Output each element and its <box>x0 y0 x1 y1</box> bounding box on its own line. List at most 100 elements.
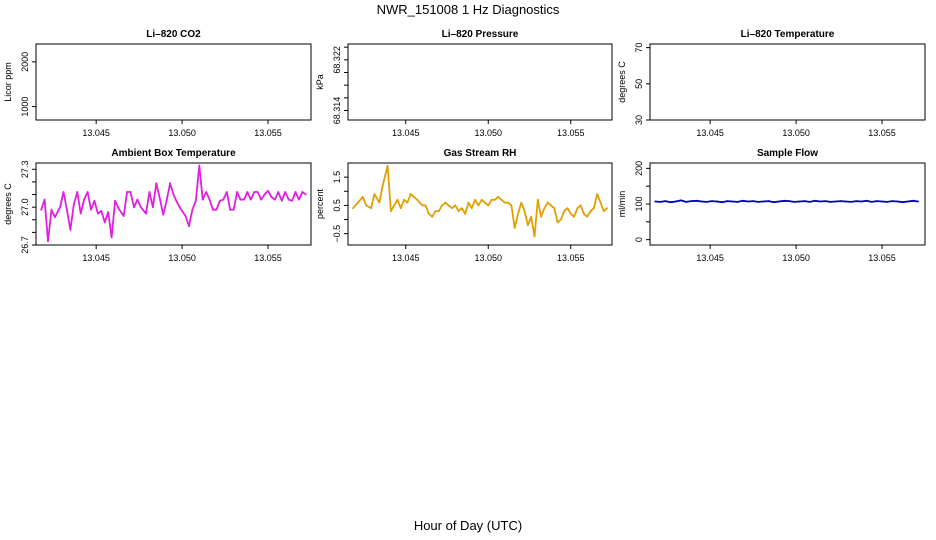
plot-frame <box>649 43 926 121</box>
y-tick-label: 70 <box>634 43 644 53</box>
x-tick-label: 13.045 <box>696 253 724 263</box>
data-point <box>517 213 519 215</box>
data-point <box>428 213 430 215</box>
data-point <box>110 236 113 239</box>
data-point <box>136 198 139 201</box>
data-point <box>362 196 364 198</box>
data-point <box>599 201 602 204</box>
data-point <box>294 191 297 193</box>
data-point <box>219 199 221 202</box>
data-point <box>803 200 806 203</box>
data-point <box>798 200 801 203</box>
data-point <box>705 201 708 203</box>
data-point <box>788 200 791 203</box>
data-point <box>194 199 197 202</box>
data-point <box>212 208 214 211</box>
data-point <box>659 201 662 203</box>
data-point <box>783 199 785 202</box>
y-tick-label: −0.5 <box>332 225 342 243</box>
data-point <box>365 204 368 207</box>
data-point <box>845 200 847 203</box>
data-point <box>700 200 703 203</box>
data-point <box>373 193 376 196</box>
plot-title: Li–820 CO2 <box>146 29 201 40</box>
y-tick-label: 2000 <box>20 52 30 72</box>
y-tick-label: 68.322 <box>332 46 342 74</box>
data-point <box>593 207 595 210</box>
data-point <box>399 207 402 210</box>
data-point <box>263 193 266 196</box>
data-point <box>260 198 263 201</box>
data-point <box>225 191 228 193</box>
plot-title: Ambient Box Temperature <box>111 148 236 159</box>
x-tick-label: 13.055 <box>254 253 282 263</box>
data-point <box>589 210 592 213</box>
data-point <box>829 201 832 203</box>
series-line <box>655 199 919 204</box>
data-point <box>513 227 516 229</box>
data-point <box>396 198 399 201</box>
data-point <box>409 193 412 196</box>
data-point <box>550 204 552 207</box>
data-point <box>726 200 729 203</box>
data-point <box>444 201 447 204</box>
data-point <box>267 189 269 192</box>
data-point <box>461 207 463 210</box>
data-point <box>741 199 744 202</box>
data-point <box>406 201 409 204</box>
data-point <box>669 201 672 204</box>
data-point <box>304 193 307 196</box>
data-point <box>808 201 811 203</box>
data-point <box>664 200 667 203</box>
data-point <box>457 210 460 213</box>
data-point <box>54 216 56 219</box>
data-point <box>424 204 427 207</box>
data-point <box>114 199 116 202</box>
data-point <box>602 210 605 213</box>
data-point <box>474 198 476 201</box>
data-point <box>680 199 682 202</box>
data-point <box>176 201 178 204</box>
data-point <box>566 207 569 210</box>
data-point <box>215 208 218 211</box>
data-point <box>205 191 208 193</box>
y-axis-label: Licor ppm <box>3 62 13 102</box>
y-tick-label: 50 <box>634 79 644 89</box>
x-tick-label: 13.050 <box>474 128 502 138</box>
data-point <box>503 201 506 204</box>
data-point <box>298 198 300 201</box>
y-tick-label: 27.3 <box>20 161 30 179</box>
data-point <box>464 213 467 215</box>
data-point <box>431 215 434 218</box>
y-axis-label: ml/min <box>617 191 627 218</box>
data-point <box>523 210 526 213</box>
data-point <box>152 206 154 209</box>
data-point <box>246 191 249 193</box>
data-point <box>284 191 287 193</box>
x-tick-label: 13.050 <box>782 253 810 263</box>
data-point <box>179 207 182 210</box>
x-tick-label: 13.055 <box>557 253 585 263</box>
data-point <box>896 200 899 203</box>
plot-panel-1: Li–820 Pressure 13.045 13.050 13.055 68.314 6… <box>315 29 613 138</box>
data-point <box>906 200 909 203</box>
data-point <box>229 208 232 211</box>
data-point <box>148 191 151 193</box>
data-point <box>569 213 572 215</box>
data-point <box>386 164 389 167</box>
data-point <box>536 198 539 201</box>
data-point <box>772 201 775 204</box>
y-tick-label: 30 <box>634 115 644 125</box>
data-point <box>716 200 718 203</box>
plot-panel-2: Li–820 Temperature 13.045 13.050 13.055 30 50… <box>617 29 926 138</box>
data-point <box>421 204 424 207</box>
data-point <box>287 198 290 201</box>
y-tick-label: 200 <box>634 161 644 176</box>
data-point <box>886 201 889 203</box>
data-point <box>76 191 79 193</box>
x-tick-label: 13.045 <box>696 128 724 138</box>
x-tick-label: 13.045 <box>392 128 420 138</box>
data-point <box>162 213 165 216</box>
data-point <box>93 199 96 202</box>
data-point <box>155 182 158 185</box>
